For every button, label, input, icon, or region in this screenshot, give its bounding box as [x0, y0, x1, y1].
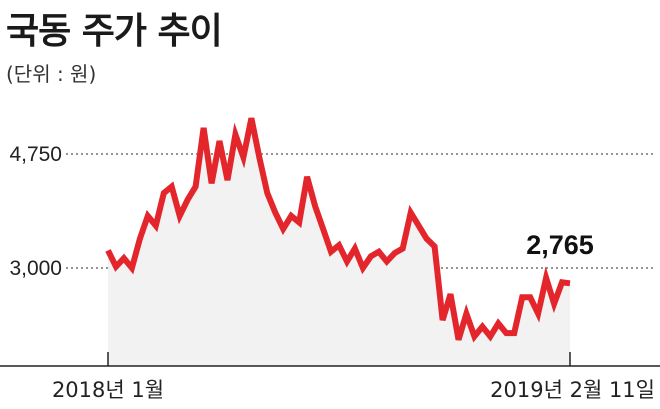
last-value-label: 2,765 [526, 230, 594, 260]
x-tick-label: 2018년 1월 [52, 378, 164, 402]
price-area-fill [108, 118, 570, 366]
y-tick-label: 3,000 [9, 257, 62, 280]
grid-layer: 3,000 4,750 [9, 143, 655, 280]
chart-title: 국동 주가 추이 [6, 11, 223, 52]
unit-label: (단위 : 원) [6, 62, 97, 86]
price-line [105, 117, 571, 343]
axis-layer [0, 352, 660, 367]
y-tick-label: 4,750 [9, 143, 62, 166]
label-layer: 2018년 1월 2019년 2월 11일 2,765 [52, 230, 655, 402]
x-tick-label: 2019년 2월 11일 [490, 378, 655, 402]
